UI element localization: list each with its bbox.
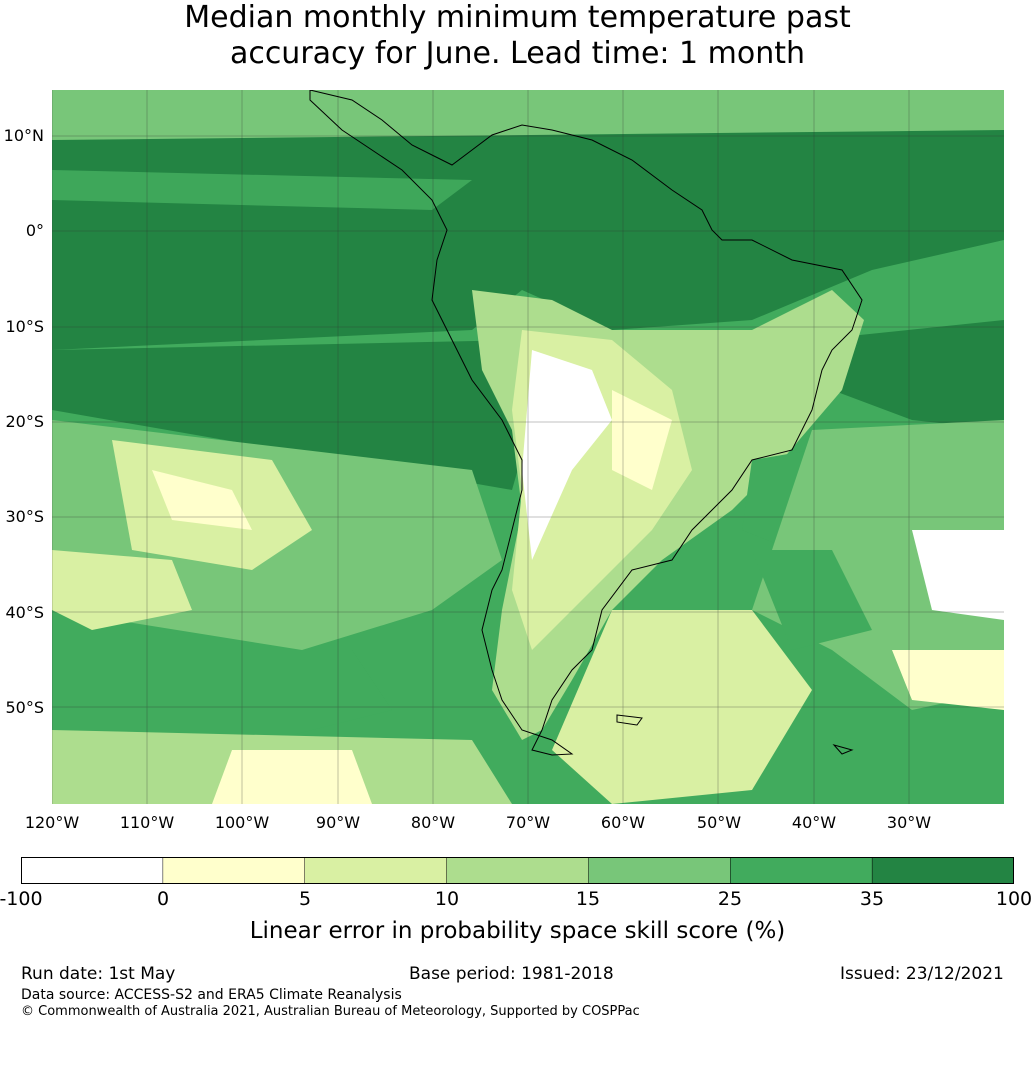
colorbar-segment — [21, 857, 164, 884]
run-date: Run date: 1st May — [21, 964, 176, 984]
lat-label-50s: 50°S — [5, 698, 44, 717]
title-line-2: accuracy for June. Lead time: 1 month — [229, 36, 806, 71]
colorbar-tick-0: 0 — [156, 888, 170, 910]
lon-label-80w: 80°W — [410, 813, 456, 832]
colorbar-label: Linear error in probability space skill … — [249, 918, 786, 944]
lon-label-40w: 40°W — [791, 813, 837, 832]
lon-label-70w: 70°W — [505, 813, 551, 832]
region-band — [52, 170, 472, 210]
map-canvas — [52, 90, 1004, 804]
region-pacific-dark — [52, 340, 532, 490]
region-atlantic-white — [912, 530, 1004, 620]
graticule — [52, 90, 1004, 804]
colorbar-segment — [730, 857, 873, 884]
coastline — [309, 90, 863, 756]
lon-label-120w: 120°W — [24, 813, 80, 832]
lon-label-50w: 50°W — [696, 813, 742, 832]
lon-label-30w: 30°W — [886, 813, 932, 832]
lat-label-0: 0° — [25, 221, 44, 240]
colorbar-border — [21, 857, 1014, 884]
colorbar-tick-35: 35 — [859, 888, 885, 910]
region-chaco-light — [612, 390, 672, 490]
lon-label-110w: 110°W — [119, 813, 175, 832]
lat-label-40s: 40°S — [5, 603, 44, 622]
lat-label-10n: 10°N — [3, 126, 44, 145]
lon-label-60w: 60°W — [600, 813, 646, 832]
region-light-patch-2 — [152, 470, 252, 530]
colorbar-segment — [162, 857, 306, 884]
colorbar-segment — [446, 857, 590, 884]
colorbar-segment — [304, 857, 448, 884]
data-source: Data source: ACCESS-S2 and ERA5 Climate … — [21, 987, 402, 1003]
colorbar-tick-15: 15 — [575, 888, 601, 910]
copyright: © Commonwealth of Australia 2021, Austra… — [21, 1004, 640, 1019]
region-andes-white — [522, 350, 612, 560]
region-southern-light — [212, 750, 372, 804]
falkland-islands — [616, 714, 643, 726]
colorbar-segment — [588, 857, 732, 884]
lat-label-10s: 10°S — [5, 317, 44, 336]
colorbar-tick-25: 25 — [717, 888, 743, 910]
map-title: Median monthly minimum temperature past … — [0, 0, 1035, 72]
region-light-patch-3 — [52, 550, 192, 630]
skill-score-map — [52, 90, 1004, 804]
lat-label-20s: 20°S — [5, 412, 44, 431]
region-atlantic-light — [892, 650, 1004, 710]
south-georgia — [832, 744, 854, 755]
colorbar-segment — [871, 857, 1014, 884]
base-period: Base period: 1981-2018 — [409, 964, 614, 984]
colorbar-tick-10: 10 — [434, 888, 460, 910]
region-south-band — [52, 650, 392, 740]
issued-date: Issued: 23/12/2021 — [840, 964, 1004, 984]
colorbar-tick-5: 5 — [298, 888, 312, 910]
colorbar — [21, 857, 1014, 884]
colorbar-tick-neg100: -100 — [0, 888, 43, 910]
lat-label-30s: 30°S — [5, 507, 44, 526]
colorbar-tick-100: 100 — [995, 888, 1033, 910]
lon-label-100w: 100°W — [214, 813, 270, 832]
title-line-1: Median monthly minimum temperature past — [184, 0, 851, 35]
region-atlantic-dark-patch — [752, 550, 872, 650]
lon-label-90w: 90°W — [315, 813, 361, 832]
